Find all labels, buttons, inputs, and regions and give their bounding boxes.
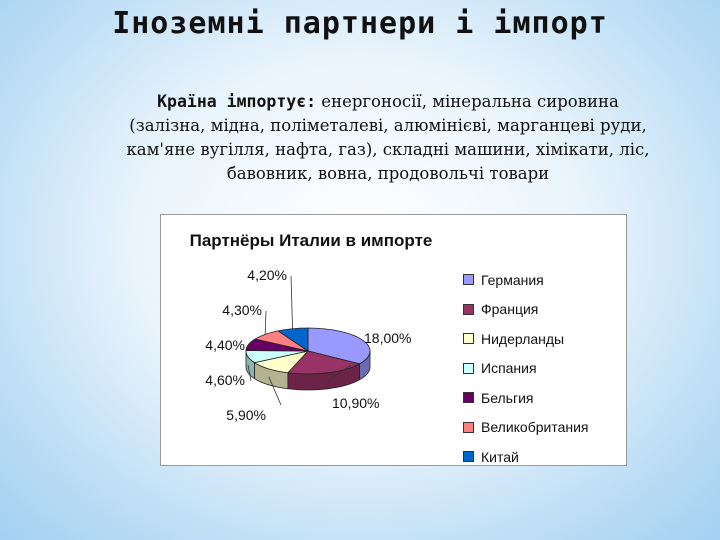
body-lead: Країна імпортує:	[157, 92, 317, 111]
pie-chart: 18,00% 10,90% 5,90% 4,60% 4,40% 4,30% 4,20%	[205, 267, 411, 423]
slide-body-text: Країна імпортує: енергоносії, мінеральна…	[118, 90, 658, 186]
legend-label-6: Китай	[481, 448, 519, 465]
leader-line-5	[264, 310, 267, 335]
legend-swatch-1	[463, 303, 474, 315]
data-label-4: 4,40%	[205, 337, 245, 353]
data-label-1: 10,90%	[332, 395, 379, 411]
legend-label-3: Испания	[481, 360, 537, 377]
body-content: енергоносії, мінеральна сировина (залізн…	[126, 92, 650, 183]
legend-swatch-4	[463, 392, 474, 404]
data-label-6: 4,20%	[247, 267, 287, 283]
legend-item-2: Нидерланды	[463, 324, 623, 354]
legend-label-5: Великобритания	[481, 419, 589, 436]
leader-line-4	[248, 344, 252, 347]
data-label-5: 4,30%	[222, 302, 262, 318]
legend-swatch-5	[463, 421, 474, 433]
chart-container: Партнёры Италии в импорте 18,00% 10,90% 5,…	[160, 214, 627, 466]
leader-line-2	[268, 376, 282, 406]
pie-slice-0	[307, 327, 371, 365]
data-label-2: 5,90%	[226, 407, 266, 423]
legend-swatch-3	[463, 362, 474, 374]
pie-slice-6	[277, 327, 309, 352]
chart-legend: Германия Франция Нидерланды Испания Бельгия В…	[463, 265, 623, 472]
legend-item-3: Испания	[463, 354, 623, 384]
legend-label-1: Франция	[481, 301, 539, 318]
leader-line-6	[290, 275, 293, 329]
legend-item-6: Китай	[463, 442, 623, 472]
legend-swatch-0	[463, 274, 474, 286]
legend-item-5: Великобритания	[463, 413, 623, 443]
legend-label-2: Нидерланды	[481, 330, 565, 347]
data-label-3: 4,60%	[205, 372, 245, 388]
legend-swatch-2	[463, 333, 474, 345]
legend-item-4: Бельгия	[463, 383, 623, 413]
legend-item-1: Франция	[463, 295, 623, 325]
legend-swatch-6	[463, 451, 474, 463]
legend-label-0: Германия	[481, 271, 544, 288]
chart-title: Партнёры Италии в импорте	[189, 231, 433, 250]
leader-line-1	[327, 364, 352, 382]
legend-item-0: Германия	[463, 265, 623, 295]
slide-title: Іноземні партнери і імпорт	[112, 6, 608, 41]
data-label-0: 18,00%	[364, 330, 411, 346]
legend-label-4: Бельгия	[481, 389, 534, 406]
leader-line-3	[247, 364, 252, 382]
pie-slice-1	[287, 350, 361, 375]
